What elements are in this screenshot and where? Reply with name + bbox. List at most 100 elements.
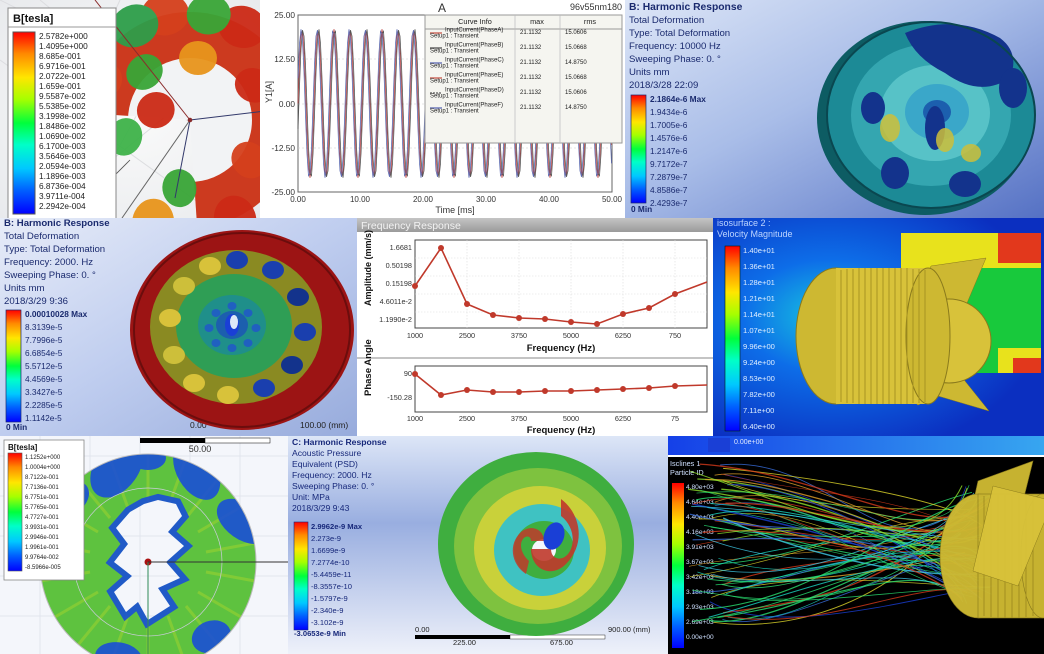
- svg-text:6.9716e-001: 6.9716e-001: [39, 61, 86, 71]
- svg-text:15.0668: 15.0668: [565, 75, 587, 81]
- svg-text:Total Deformation: Total Deformation: [4, 231, 79, 242]
- svg-text:0.50198: 0.50198: [386, 261, 412, 270]
- svg-text:1.14e+01: 1.14e+01: [743, 310, 775, 319]
- svg-text:2.2285e-5: 2.2285e-5: [25, 400, 63, 410]
- svg-text:1.1252e+000: 1.1252e+000: [25, 455, 61, 461]
- svg-text:Unit: MPa: Unit: MPa: [292, 492, 330, 502]
- svg-text:-150.28: -150.28: [387, 393, 412, 402]
- svg-text:Frequency: 2000. Hz: Frequency: 2000. Hz: [4, 257, 93, 268]
- svg-text:-3.102e-9: -3.102e-9: [311, 618, 344, 627]
- svg-text:75: 75: [671, 414, 679, 423]
- svg-text:3.1998e-002: 3.1998e-002: [39, 111, 86, 121]
- svg-text:0.00e+00: 0.00e+00: [734, 439, 763, 446]
- svg-text:2018/3/29 9:36: 2018/3/29 9:36: [4, 296, 68, 307]
- svg-text:Setup1 : Transient: Setup1 : Transient: [430, 94, 479, 100]
- svg-text:225.00: 225.00: [453, 638, 476, 647]
- svg-text:Phase Angle: Phase Angle: [363, 339, 374, 396]
- svg-text:1.0004e+000: 1.0004e+000: [25, 465, 61, 471]
- svg-text:isosurface 2 :: isosurface 2 :: [717, 218, 771, 228]
- svg-text:7.7996e-5: 7.7996e-5: [25, 335, 63, 345]
- svg-text:Isclines 1: Isclines 1: [670, 459, 700, 468]
- svg-text:1.4095e+000: 1.4095e+000: [39, 41, 88, 51]
- svg-text:-12.50: -12.50: [271, 143, 295, 153]
- svg-text:8.7122e-001: 8.7122e-001: [25, 475, 59, 481]
- svg-text:Type: Total Deformation: Type: Total Deformation: [629, 28, 730, 39]
- svg-text:Curve Info: Curve Info: [458, 17, 492, 26]
- svg-text:0.15198: 0.15198: [386, 279, 412, 288]
- svg-text:2.1864e-6 Max: 2.1864e-6 Max: [650, 94, 706, 104]
- svg-text:21.1132: 21.1132: [520, 45, 542, 51]
- svg-text:Setup1 : Transient: Setup1 : Transient: [430, 34, 479, 40]
- svg-text:7.2774e-10: 7.2774e-10: [311, 558, 349, 567]
- svg-text:Frequency: 10000 Hz: Frequency: 10000 Hz: [629, 41, 721, 52]
- svg-text:Frequency: 2000. Hz: Frequency: 2000. Hz: [292, 470, 372, 480]
- svg-text:5.5712e-5: 5.5712e-5: [25, 361, 63, 371]
- svg-text:5000: 5000: [563, 331, 579, 340]
- svg-text:2018/3/29 9:43: 2018/3/29 9:43: [292, 503, 350, 513]
- svg-text:15.0606: 15.0606: [565, 90, 587, 96]
- svg-text:9.24e+00: 9.24e+00: [743, 358, 775, 367]
- svg-text:30.00: 30.00: [476, 195, 497, 204]
- svg-text:2500: 2500: [459, 331, 475, 340]
- svg-text:2.2942e-004: 2.2942e-004: [39, 201, 86, 211]
- svg-text:Type: Total Deformation: Type: Total Deformation: [4, 244, 105, 255]
- svg-text:9.9764e-002: 9.9764e-002: [25, 555, 59, 561]
- svg-text:4.6011e-2: 4.6011e-2: [380, 297, 412, 306]
- svg-text:B[tesla]: B[tesla]: [8, 443, 38, 452]
- svg-text:3.9711e-004: 3.9711e-004: [39, 191, 85, 201]
- svg-text:1.9434e-6: 1.9434e-6: [650, 107, 688, 117]
- svg-text:0.00010028 Max: 0.00010028 Max: [25, 309, 88, 319]
- svg-text:10.00: 10.00: [350, 195, 371, 204]
- svg-text:14.8750: 14.8750: [565, 105, 587, 111]
- svg-text:0.00: 0.00: [279, 99, 296, 109]
- svg-text:0 Min: 0 Min: [631, 204, 652, 214]
- svg-text:Setup1 : Transient: Setup1 : Transient: [430, 79, 479, 85]
- svg-text:Total Deformation: Total Deformation: [629, 15, 704, 26]
- svg-text:-5.4459e-11: -5.4459e-11: [311, 570, 351, 579]
- svg-text:12.50: 12.50: [274, 54, 295, 64]
- svg-text:Frequency (Hz): Frequency (Hz): [527, 425, 596, 436]
- svg-text:Y1[A]: Y1[A]: [264, 81, 274, 103]
- svg-text:1.21e+01: 1.21e+01: [743, 294, 775, 303]
- svg-text:rms: rms: [584, 17, 597, 26]
- svg-text:9.7172e-7: 9.7172e-7: [650, 159, 688, 169]
- svg-text:21.1132: 21.1132: [520, 75, 542, 81]
- svg-text:Equivalent (PSD): Equivalent (PSD): [292, 459, 358, 469]
- svg-text:6.6854e-5: 6.6854e-5: [25, 348, 63, 358]
- svg-text:Amplitude (mm/s): Amplitude (mm/s): [363, 230, 373, 306]
- svg-text:3.9931e-001: 3.9931e-001: [25, 525, 59, 531]
- svg-text:1.40e+01: 1.40e+01: [743, 246, 775, 255]
- svg-text:4.4569e-5: 4.4569e-5: [25, 374, 63, 384]
- svg-text:3.5646e-003: 3.5646e-003: [39, 151, 86, 161]
- svg-text:6250: 6250: [615, 414, 631, 423]
- svg-text:3750: 3750: [511, 331, 527, 340]
- svg-text:2.9962e-9 Max: 2.9962e-9 Max: [311, 522, 363, 531]
- svg-text:7.7136e-001: 7.7136e-001: [25, 485, 59, 491]
- svg-text:2.0594e-003: 2.0594e-003: [39, 161, 86, 171]
- svg-text:Sweeping Phase: 0. °: Sweeping Phase: 0. °: [292, 481, 374, 491]
- svg-text:C: Harmonic Response: C: Harmonic Response: [292, 437, 387, 447]
- svg-text:90: 90: [404, 369, 412, 378]
- svg-text:21.1132: 21.1132: [520, 105, 542, 111]
- svg-text:Time [ms]: Time [ms]: [435, 205, 474, 215]
- svg-text:40.00: 40.00: [539, 195, 560, 204]
- svg-text:1.07e+01: 1.07e+01: [743, 326, 775, 335]
- svg-text:1.1990e-2: 1.1990e-2: [379, 315, 412, 324]
- svg-text:2018/3/28 22:09: 2018/3/28 22:09: [629, 80, 698, 91]
- svg-text:6.8736e-004: 6.8736e-004: [39, 181, 86, 191]
- svg-text:B: Harmonic Response: B: Harmonic Response: [4, 218, 110, 229]
- svg-text:1.0690e-002: 1.0690e-002: [39, 131, 86, 141]
- svg-text:15.0606: 15.0606: [565, 30, 587, 36]
- svg-text:Setup1 : Transient: Setup1 : Transient: [430, 49, 479, 55]
- svg-text:-1.5797e-9: -1.5797e-9: [311, 594, 348, 603]
- svg-text:0.00: 0.00: [415, 625, 430, 634]
- svg-text:20.00: 20.00: [413, 195, 434, 204]
- svg-text:1.1142e-5: 1.1142e-5: [25, 413, 62, 423]
- svg-text:Setup1 : Transient: Setup1 : Transient: [430, 109, 479, 115]
- svg-text:21.1132: 21.1132: [520, 60, 542, 66]
- svg-text:Particle ID: Particle ID: [670, 468, 704, 477]
- svg-text:7.11e+00: 7.11e+00: [743, 406, 774, 415]
- svg-text:3.91e+03: 3.91e+03: [686, 544, 714, 551]
- svg-text:3.3427e-5: 3.3427e-5: [25, 387, 63, 397]
- svg-text:1.7005e-6: 1.7005e-6: [650, 120, 688, 130]
